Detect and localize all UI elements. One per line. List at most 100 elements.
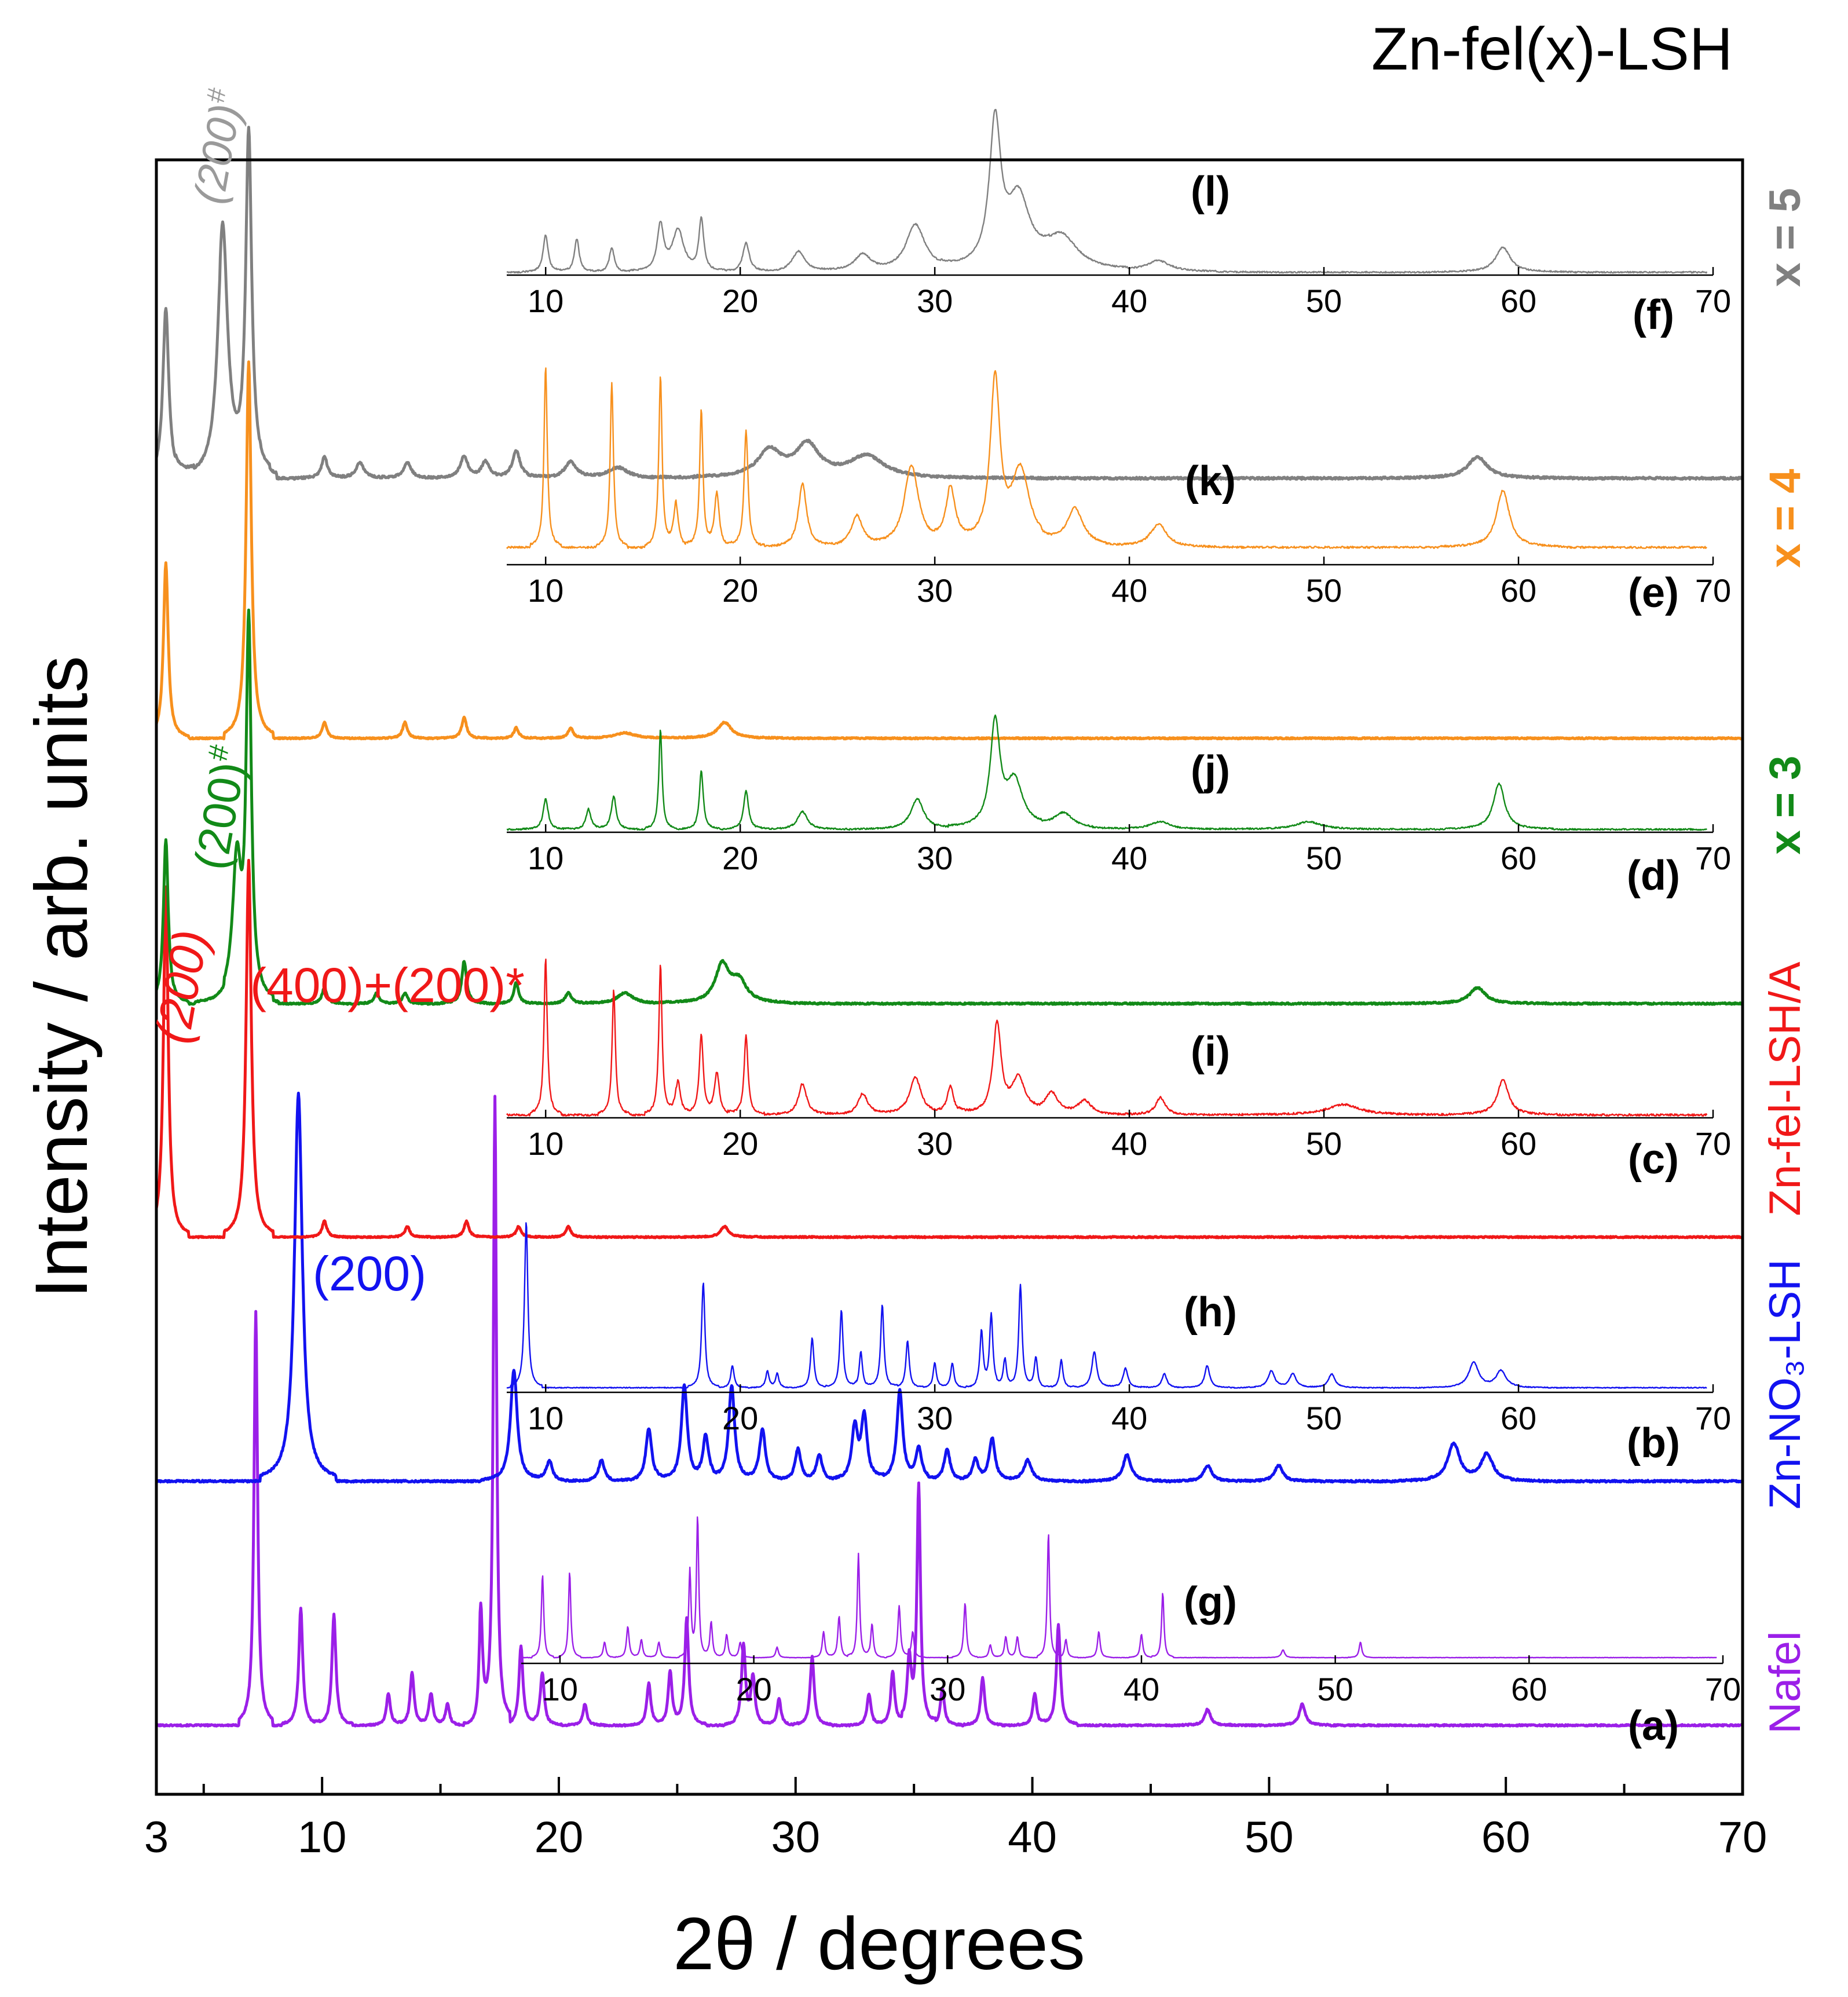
inset-tick-label: 20 (722, 1125, 758, 1162)
inset-tick-label: 70 (1695, 283, 1731, 319)
y-axis-label: Intensity / arb. units (20, 656, 103, 1299)
trace-d (155, 608, 1744, 1006)
inset-trace-g (521, 1516, 1717, 1659)
inset-tick-label: 60 (1501, 840, 1536, 876)
x-axis-label: 2θ / degrees (673, 1903, 1085, 1985)
x-tick-label: 60 (1481, 1813, 1531, 1862)
inset-j: 10 20 30 40 50 60 70 (j) (506, 714, 1731, 876)
x-tick-label: 20 (535, 1813, 584, 1862)
x-tick-label: 30 (771, 1813, 821, 1862)
side-x5: x = 5 (1761, 188, 1810, 287)
inset-trace-j (506, 714, 1708, 831)
inset-l: 10 20 30 40 50 60 70 (l) (506, 109, 1731, 319)
inset-tick-label: 50 (1306, 1400, 1342, 1436)
side-x4: x = 4 (1761, 469, 1810, 568)
inset-tick-label: 10 (528, 572, 563, 609)
series-label-g: (g) (1184, 1579, 1237, 1625)
inset-k: 10 20 30 40 50 60 70 (k) (506, 367, 1731, 609)
series-label-k: (k) (1185, 458, 1236, 504)
side-nafel: Nafel (1761, 1631, 1810, 1733)
inset-h: 10 20 30 40 50 60 70 (h) (506, 1222, 1731, 1436)
series-label-a: (a) (1628, 1703, 1679, 1749)
ann-c-400: (400)+(200)* (250, 958, 525, 1012)
inset-trace-k (506, 367, 1708, 549)
diffraction-traces: (f) (e) (d) (c) (b) (a) (155, 126, 1744, 1749)
series-label-l: (l) (1191, 169, 1230, 215)
series-label-f: (f) (1633, 292, 1674, 338)
inset-tick-label: 10 (528, 840, 563, 876)
ann-b-200-text: (200) (313, 1246, 426, 1301)
inset-tick-label: 30 (917, 1125, 953, 1162)
ann-b-200: (200) (313, 1246, 426, 1301)
inset-tick-label: 40 (1111, 283, 1147, 319)
trace-b (155, 1091, 1744, 1484)
inset-tick-label: 60 (1501, 1400, 1536, 1436)
trace-e (155, 360, 1744, 741)
inset-tick-label: 50 (1306, 840, 1342, 876)
inset-tick-label: 40 (1111, 1125, 1147, 1162)
inset-tick-label: 20 (722, 1400, 758, 1436)
inset-tick-label: 60 (1501, 283, 1536, 319)
inset-tick-label: 40 (1111, 1400, 1147, 1436)
inset-trace-i (506, 959, 1708, 1117)
series-label-b: (b) (1627, 1420, 1680, 1466)
trace-a (155, 1095, 1744, 1728)
inset-axes-group: 10 20 30 40 50 60 70 (l) 10 20 30 40 50 60 70 (k) 10 20 30… (506, 109, 1741, 1707)
inset-tick-label: 30 (917, 840, 953, 876)
series-label-d: (d) (1627, 853, 1680, 899)
inset-tick-label: 30 (917, 572, 953, 609)
x-tick-label: 3 (144, 1813, 169, 1862)
inset-tick-label: 40 (1111, 840, 1147, 876)
inset-tick-label: 70 (1695, 840, 1731, 876)
inset-i: 10 20 30 40 50 60 70 (i) (506, 959, 1731, 1162)
ann-f-200-text: (200) (185, 100, 250, 207)
series-label-c: (c) (1628, 1136, 1679, 1183)
inset-tick-label: 50 (1306, 283, 1342, 319)
inset-tick-label: 10 (542, 1671, 578, 1707)
inset-tick-label: 20 (722, 572, 758, 609)
inset-tick-label: 20 (735, 1671, 771, 1707)
inset-tick-label: 70 (1705, 1671, 1741, 1707)
inset-trace-l (506, 109, 1708, 274)
series-label-i: (i) (1191, 1029, 1230, 1075)
inset-tick-label: 20 (722, 283, 758, 319)
inset-tick-label: 30 (917, 283, 953, 319)
chart-title: Zn-fel(x)-LSH (1371, 16, 1733, 83)
side-x3: x = 3 (1761, 755, 1810, 854)
series-label-e: (e) (1628, 570, 1679, 616)
x-axis: 3 10 20 30 40 50 60 70 (144, 1777, 1767, 1862)
inset-tick-label: 50 (1306, 572, 1342, 609)
inset-tick-label: 60 (1501, 572, 1536, 609)
inset-tick-label: 50 (1306, 1125, 1342, 1162)
inset-tick-label: 30 (930, 1671, 965, 1707)
trace-f (155, 126, 1744, 481)
x-tick-label: 70 (1718, 1813, 1768, 1862)
side-labels: x = 5 x = 4 x = 3 Zn-fel-LSH/A Zn-NO₃-LSH Naf… (1761, 188, 1810, 1733)
side-fel: Zn-fel-LSH/A (1761, 961, 1810, 1216)
x-tick-label: 50 (1245, 1813, 1294, 1862)
ann-c-400-text: (400)+(200)* (250, 958, 525, 1012)
inset-tick-label: 60 (1501, 1125, 1536, 1162)
inset-tick-label: 30 (917, 1400, 953, 1436)
plot-frame (155, 158, 1744, 1796)
inset-tick-label: 70 (1695, 572, 1731, 609)
inset-tick-label: 40 (1111, 572, 1147, 609)
inset-tick-label: 60 (1511, 1671, 1547, 1707)
inset-tick-label: 10 (528, 283, 563, 319)
peak-annotations: (200)#(200)#(200) (400)+(200)*(200) (145, 85, 525, 1301)
inset-tick-label: 40 (1124, 1671, 1159, 1707)
trace-c (155, 858, 1744, 1239)
series-label-h: (h) (1184, 1289, 1237, 1336)
inset-trace-h (506, 1222, 1707, 1389)
inset-tick-label: 20 (722, 840, 758, 876)
ann-f-200: (200)# (184, 85, 252, 207)
inset-tick-label: 70 (1695, 1400, 1731, 1436)
series-label-j: (j) (1191, 748, 1230, 794)
inset-tick-label: 10 (528, 1400, 563, 1436)
x-tick-label: 40 (1008, 1813, 1057, 1862)
inset-tick-label: 10 (528, 1125, 563, 1162)
inset-tick-label: 70 (1695, 1125, 1731, 1162)
inset-tick-label: 50 (1317, 1671, 1353, 1707)
x-tick-label: 10 (298, 1813, 347, 1862)
